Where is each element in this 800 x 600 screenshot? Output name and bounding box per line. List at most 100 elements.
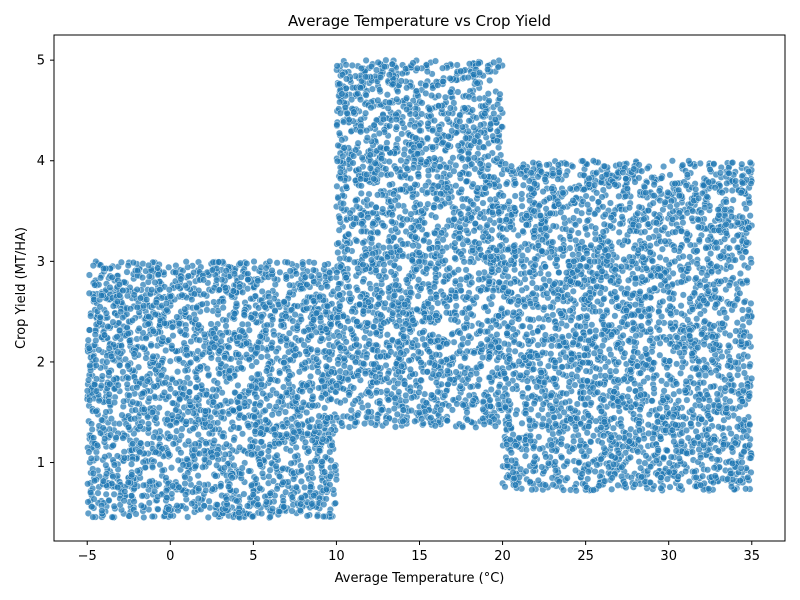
scatter-point-2534 [200,276,208,284]
scatter-point-4889 [339,200,347,208]
scatter-point-1671 [202,439,210,448]
scatter-point-3105 [393,123,401,131]
scatter-point-4744 [394,379,402,388]
scatter-point-4833 [465,117,473,125]
scatter-point-1252 [240,490,248,498]
scatter-point-4957 [472,293,480,301]
scatter-point-4893 [334,248,342,257]
scatter-point-2047 [305,447,313,455]
scatter-point-1191 [169,440,177,448]
scatter-point-2526 [297,494,306,502]
scatter-point-2532 [258,313,266,321]
scatter-point-4770 [474,184,482,192]
scatter-point-3462 [479,199,487,207]
scatter-point-3995 [432,265,440,273]
scatter-point-4334 [479,233,487,241]
scatter-point-4572 [431,422,439,430]
scatter-point-2464 [322,325,330,333]
scatter-point-4995 [357,175,365,183]
scatter-point-4780 [342,369,350,377]
scatter-point-4774 [466,383,474,391]
scatter-point-2117 [140,405,148,413]
scatter-point-4964 [476,245,484,253]
scatter-point-4945 [357,64,365,72]
scatter-point-2530 [279,465,287,473]
scatter-point-1676 [151,278,159,286]
scatter-point-2054 [266,257,274,265]
scatter-point-4644 [484,90,492,98]
scatter-point-4212 [391,291,399,299]
scatter-point-2451 [96,313,104,321]
scatter-point-2010 [184,408,192,416]
scatter-point-4929 [480,172,488,180]
scatter-point-2083 [264,447,272,455]
scatter-point-4455 [467,214,475,222]
scatter-point-1497 [194,431,202,439]
scatter-point-2579 [162,299,170,308]
scatter-point-2456 [209,485,217,493]
scatter-point-2400 [161,379,169,387]
scatter-point-1933 [230,461,238,469]
scatter-point-4856 [430,203,438,211]
scatter-point-4811 [339,152,347,160]
scatter-point-4991 [373,166,382,174]
scatter-point-2533 [184,437,193,445]
scatter-point-2081 [269,477,277,485]
scatter-point-2181 [272,462,280,470]
scatter-point-2573 [236,259,244,267]
scatter-point-4894 [365,340,373,348]
scatter-point-4680 [369,220,377,228]
scatter-point-4871 [443,367,452,375]
scatter-point-1974 [228,474,236,482]
scatter-point-3769 [336,255,344,263]
scatter-point-2585 [275,508,283,516]
scatter-point-3876 [461,163,469,171]
scatter-point-4820 [457,250,465,258]
scatter-point-3815 [376,399,384,407]
scatter-point-1290 [297,477,305,485]
scatter-point-2549 [189,452,197,460]
scatter-point-2324 [149,327,157,335]
scatter-point-2460 [127,460,136,468]
scatter-point-1679 [309,266,318,274]
scatter-point-2595 [176,395,184,403]
scatter-point-1763 [202,486,210,494]
scatter-point-2198 [183,455,191,463]
scatter-point-4947 [342,183,350,191]
scatter-point-2197 [200,290,208,298]
scatter-point-1572 [123,268,131,276]
scatter-point-4413 [422,82,430,90]
scatter-point-4386 [335,332,343,340]
scatter-point-4664 [423,368,431,376]
scatter-point-4935 [403,215,411,224]
scatter-point-2419 [179,461,187,469]
scatter-point-4358 [443,340,451,348]
scatter-point-2413 [263,367,271,375]
scatter-point-1801 [191,463,199,471]
scatter-point-4994 [336,344,344,352]
scatter-point-4751 [380,319,388,327]
scatter-point-4039 [411,417,419,425]
scatter-point-2582 [169,482,177,490]
scatter-point-2136 [107,352,115,360]
scatter-point-2227 [245,467,253,475]
scatter-point-4468 [382,165,390,173]
scatter-point-2348 [238,327,246,335]
scatter-point-2369 [142,354,150,362]
scatter-point-1752 [248,451,256,459]
scatter-point-4775 [359,307,367,315]
scatter-point-2170 [265,293,273,301]
scatter-point-4891 [486,396,494,404]
scatter-point-1147 [189,425,197,433]
scatter-point-2567 [207,320,215,328]
scatter-point-4547 [476,69,484,77]
scatter-point-2085 [139,481,148,489]
scatter-point-2508 [124,423,133,431]
scatter-point-1410 [282,312,290,320]
scatter-point-2191 [105,390,113,398]
scatter-point-2500 [318,458,326,466]
scatter-point-941 [201,455,209,463]
scatter-point-4837 [389,309,397,317]
scatter-point-4050 [361,420,369,428]
scatter-point-1887 [156,286,164,294]
